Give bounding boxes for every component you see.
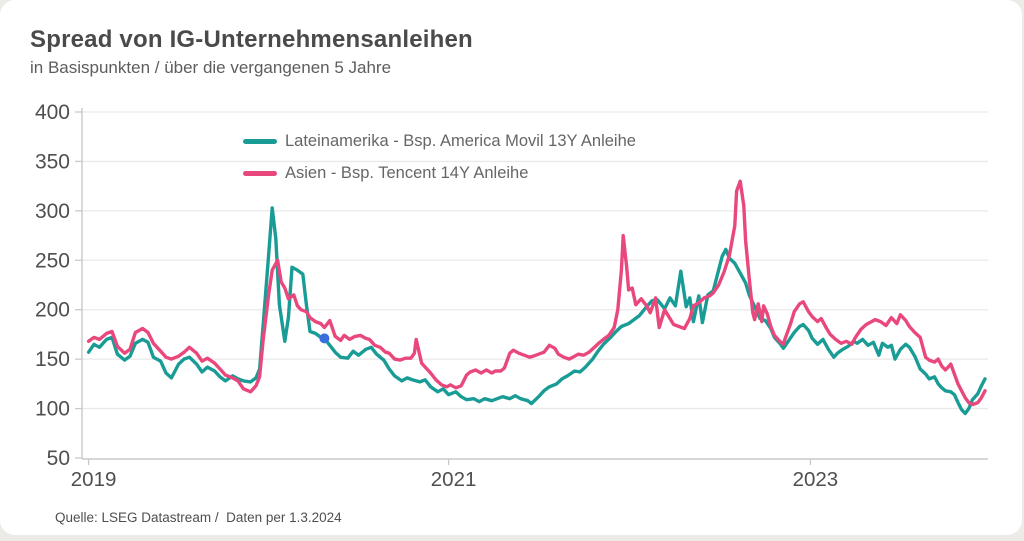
highlight-dot (319, 333, 330, 344)
latam-line-swatch (243, 139, 277, 144)
svg-text:200: 200 (35, 299, 70, 322)
asia-series-line (86, 179, 987, 407)
axes (81, 108, 988, 460)
svg-text:2021: 2021 (431, 468, 477, 491)
svg-text:250: 250 (35, 249, 70, 272)
svg-text:100: 100 (35, 398, 70, 421)
svg-text:400: 400 (35, 101, 70, 124)
legend-label-latam: Lateinamerika - Bsp. America Movil 13Y A… (285, 132, 636, 150)
page-title: Spread von IG-Unternehmensanleihen (30, 26, 473, 53)
legend-label-asia: Asien - Bsp. Tencent 14Y Anleihe (285, 164, 529, 182)
x-axis-ticks: 2019 2021 2023 (71, 459, 838, 491)
y-axis-ticks: 400 350 300 250 200 150 100 50 (35, 101, 82, 470)
svg-text:350: 350 (35, 150, 70, 173)
legend-item-asia: Asien - Bsp. Tencent 14Y Anleihe (243, 164, 636, 183)
asia-line-swatch (243, 171, 277, 176)
svg-text:2023: 2023 (793, 468, 839, 491)
svg-text:2019: 2019 (71, 468, 117, 491)
latam-series-line (86, 206, 987, 416)
chart-legend: Lateinamerika - Bsp. America Movil 13Y A… (243, 132, 636, 183)
svg-text:300: 300 (35, 200, 70, 223)
svg-text:150: 150 (35, 348, 70, 371)
legend-item-latam: Lateinamerika - Bsp. America Movil 13Y A… (243, 132, 636, 151)
page-subtitle: in Basispunkten / über die vergangenen 5… (30, 58, 392, 77)
source-note: Quelle: LSEG Datastream / Daten per 1.3.… (55, 510, 342, 525)
gridlines (82, 111, 988, 410)
svg-text:50: 50 (47, 447, 70, 470)
